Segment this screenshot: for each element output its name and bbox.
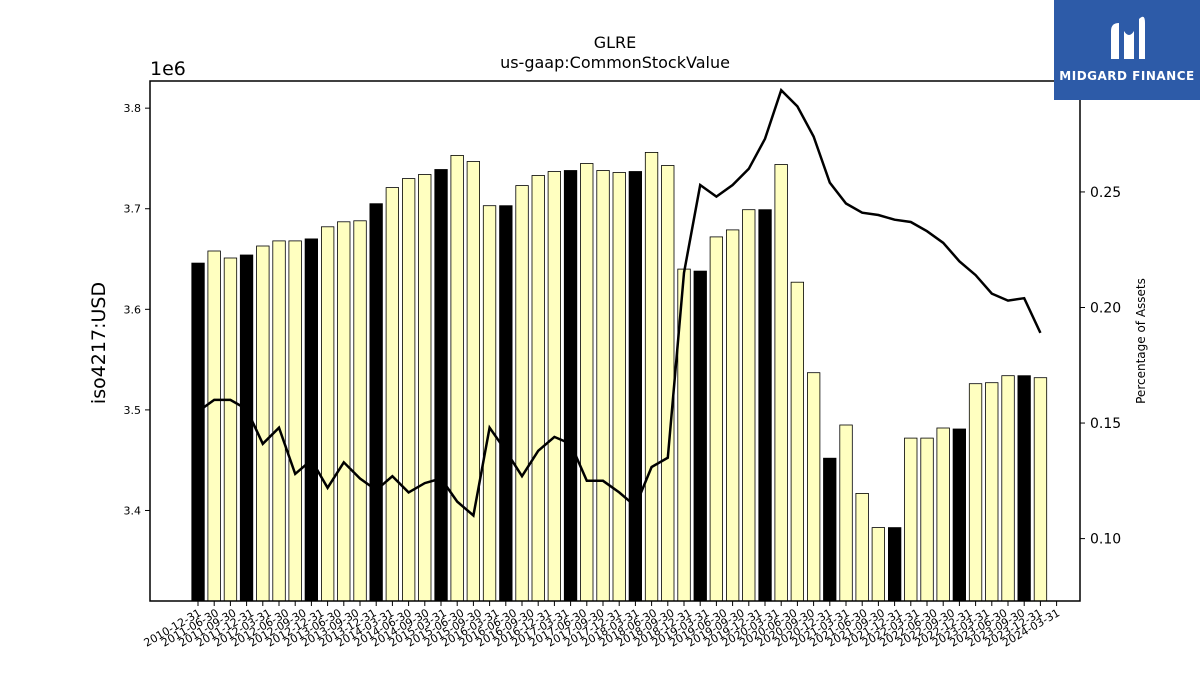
bar-quarterly — [482, 205, 497, 602]
bar-annual — [563, 170, 578, 602]
bar-annual — [369, 203, 383, 602]
y2-tick-label: 0.20 — [1090, 300, 1121, 316]
bar-annual — [952, 428, 966, 602]
bar-quarterly — [272, 240, 286, 602]
bar-quarterly — [256, 245, 270, 602]
brand-name: MIDGARD FINANCE — [1059, 69, 1195, 83]
bar-quarterly — [968, 383, 983, 602]
bar-quarterly — [774, 164, 788, 602]
bar-quarterly — [450, 154, 464, 602]
bar-quarterly — [790, 281, 804, 602]
y-tick-label: 3.5 — [124, 404, 142, 417]
bar-quarterly — [288, 240, 302, 602]
bar-quarterly — [207, 250, 221, 602]
bar-quarterly — [904, 437, 918, 602]
y-tick-label: 3.7 — [124, 203, 142, 216]
bar-quarterly — [401, 178, 416, 602]
bar-series — [191, 151, 1048, 602]
bar-quarterly — [385, 187, 400, 602]
bar-quarterly — [547, 171, 561, 602]
bar-quarterly — [337, 221, 351, 602]
bar-quarterly — [742, 209, 756, 602]
bar-quarterly — [612, 172, 626, 602]
bar-quarterly — [661, 165, 675, 602]
y2-tick-label: 0.25 — [1090, 185, 1121, 201]
y2-tick-label: 0.15 — [1090, 416, 1121, 432]
bar-quarterly — [1033, 377, 1048, 602]
bar-quarterly — [353, 220, 367, 602]
y-offset-label: 1e6 — [150, 58, 186, 80]
plot-frame — [149, 80, 1081, 602]
bar-annual — [434, 169, 448, 602]
bar-annual — [239, 254, 254, 602]
bar-quarterly — [920, 437, 934, 602]
bar-quarterly — [596, 170, 610, 602]
line-layer — [197, 87, 1042, 518]
bar-annual — [1017, 375, 1031, 602]
bar-quarterly — [936, 427, 950, 602]
bar-annual — [758, 209, 772, 602]
y-axis-label: iso4217:USD — [88, 282, 110, 404]
bar-annual — [823, 457, 837, 602]
bar-quarterly — [985, 382, 999, 602]
bar-quarterly — [223, 257, 238, 602]
bar-quarterly — [531, 175, 545, 602]
bar-quarterly — [839, 424, 853, 602]
bar-quarterly — [515, 185, 529, 602]
bar-annual — [304, 238, 319, 602]
bar-annual — [628, 171, 642, 602]
bar-quarterly — [418, 174, 432, 602]
bar-quarterly — [466, 161, 481, 602]
bar-quarterly — [320, 226, 335, 602]
bar-quarterly — [726, 229, 740, 602]
y2-axis-label: Percentage of Assets — [1134, 278, 1148, 404]
percentage-of-assets-line — [197, 87, 1042, 518]
y-tick-label: 3.4 — [124, 504, 142, 517]
y2-tick-label: 0.10 — [1090, 532, 1121, 548]
bar-quarterly — [580, 163, 594, 602]
chart-subtitle: us-gaap:CommonStockValue — [500, 53, 730, 72]
bar-quarterly — [807, 372, 821, 602]
chart-title: GLRE — [594, 33, 637, 52]
bar-annual — [499, 205, 513, 602]
bar-annual — [191, 262, 205, 602]
bar-annual — [888, 527, 902, 602]
axes: 3.43.53.63.73.80.100.150.200.252010-12-3… — [124, 80, 1121, 650]
bar-quarterly — [871, 527, 885, 602]
bar-quarterly — [644, 151, 659, 602]
brand-mark-icon — [1111, 16, 1145, 59]
y-tick-label: 3.8 — [124, 102, 142, 115]
y-tick-label: 3.6 — [124, 303, 142, 316]
bar-quarterly — [1001, 375, 1015, 602]
brand-logo: MIDGARD FINANCE — [1054, 0, 1200, 100]
bar-quarterly — [709, 236, 723, 602]
bar-annual — [693, 270, 707, 602]
bar-quarterly — [855, 492, 869, 602]
